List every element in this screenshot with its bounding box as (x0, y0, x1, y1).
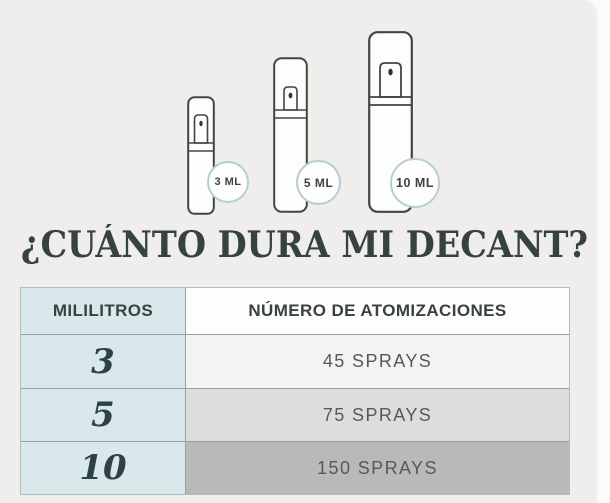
table-row-ml-value: 10 (21, 441, 186, 494)
table-row-sprays-value: 45 SPRAYS (186, 334, 569, 388)
page-title: ¿CUÁNTO DURA MI DECANT? (20, 224, 589, 266)
column-header-milliliters: MILILITROS (21, 288, 186, 334)
table-row-ml-value: 3 (21, 334, 186, 388)
table-row-ml-value: 5 (21, 388, 186, 441)
size-badge-10ml: 10 ML (390, 158, 440, 208)
size-badge-label: 3 ML (214, 176, 242, 188)
spray-bottle-small-icon (187, 96, 215, 215)
table-row-sprays-value: 150 SPRAYS (186, 441, 569, 494)
bottle-3ml (187, 96, 215, 215)
size-badge-label: 5 ML (303, 175, 334, 190)
decant-duration-table: MILILITROS NÚMERO DE ATOMIZACIONES 3 45 … (20, 287, 570, 495)
table-row-sprays-value: 75 SPRAYS (186, 388, 569, 441)
column-header-atomizations: NÚMERO DE ATOMIZACIONES (186, 288, 569, 334)
size-badge-3ml: 3 ML (207, 161, 249, 203)
size-badge-label: 10 ML (396, 176, 434, 190)
size-badge-5ml: 5 ML (296, 160, 341, 205)
gray-card-background: 3 ML 5 ML 10 ML ¿CUÁNTO DURA MI DECANT? … (0, 0, 597, 503)
